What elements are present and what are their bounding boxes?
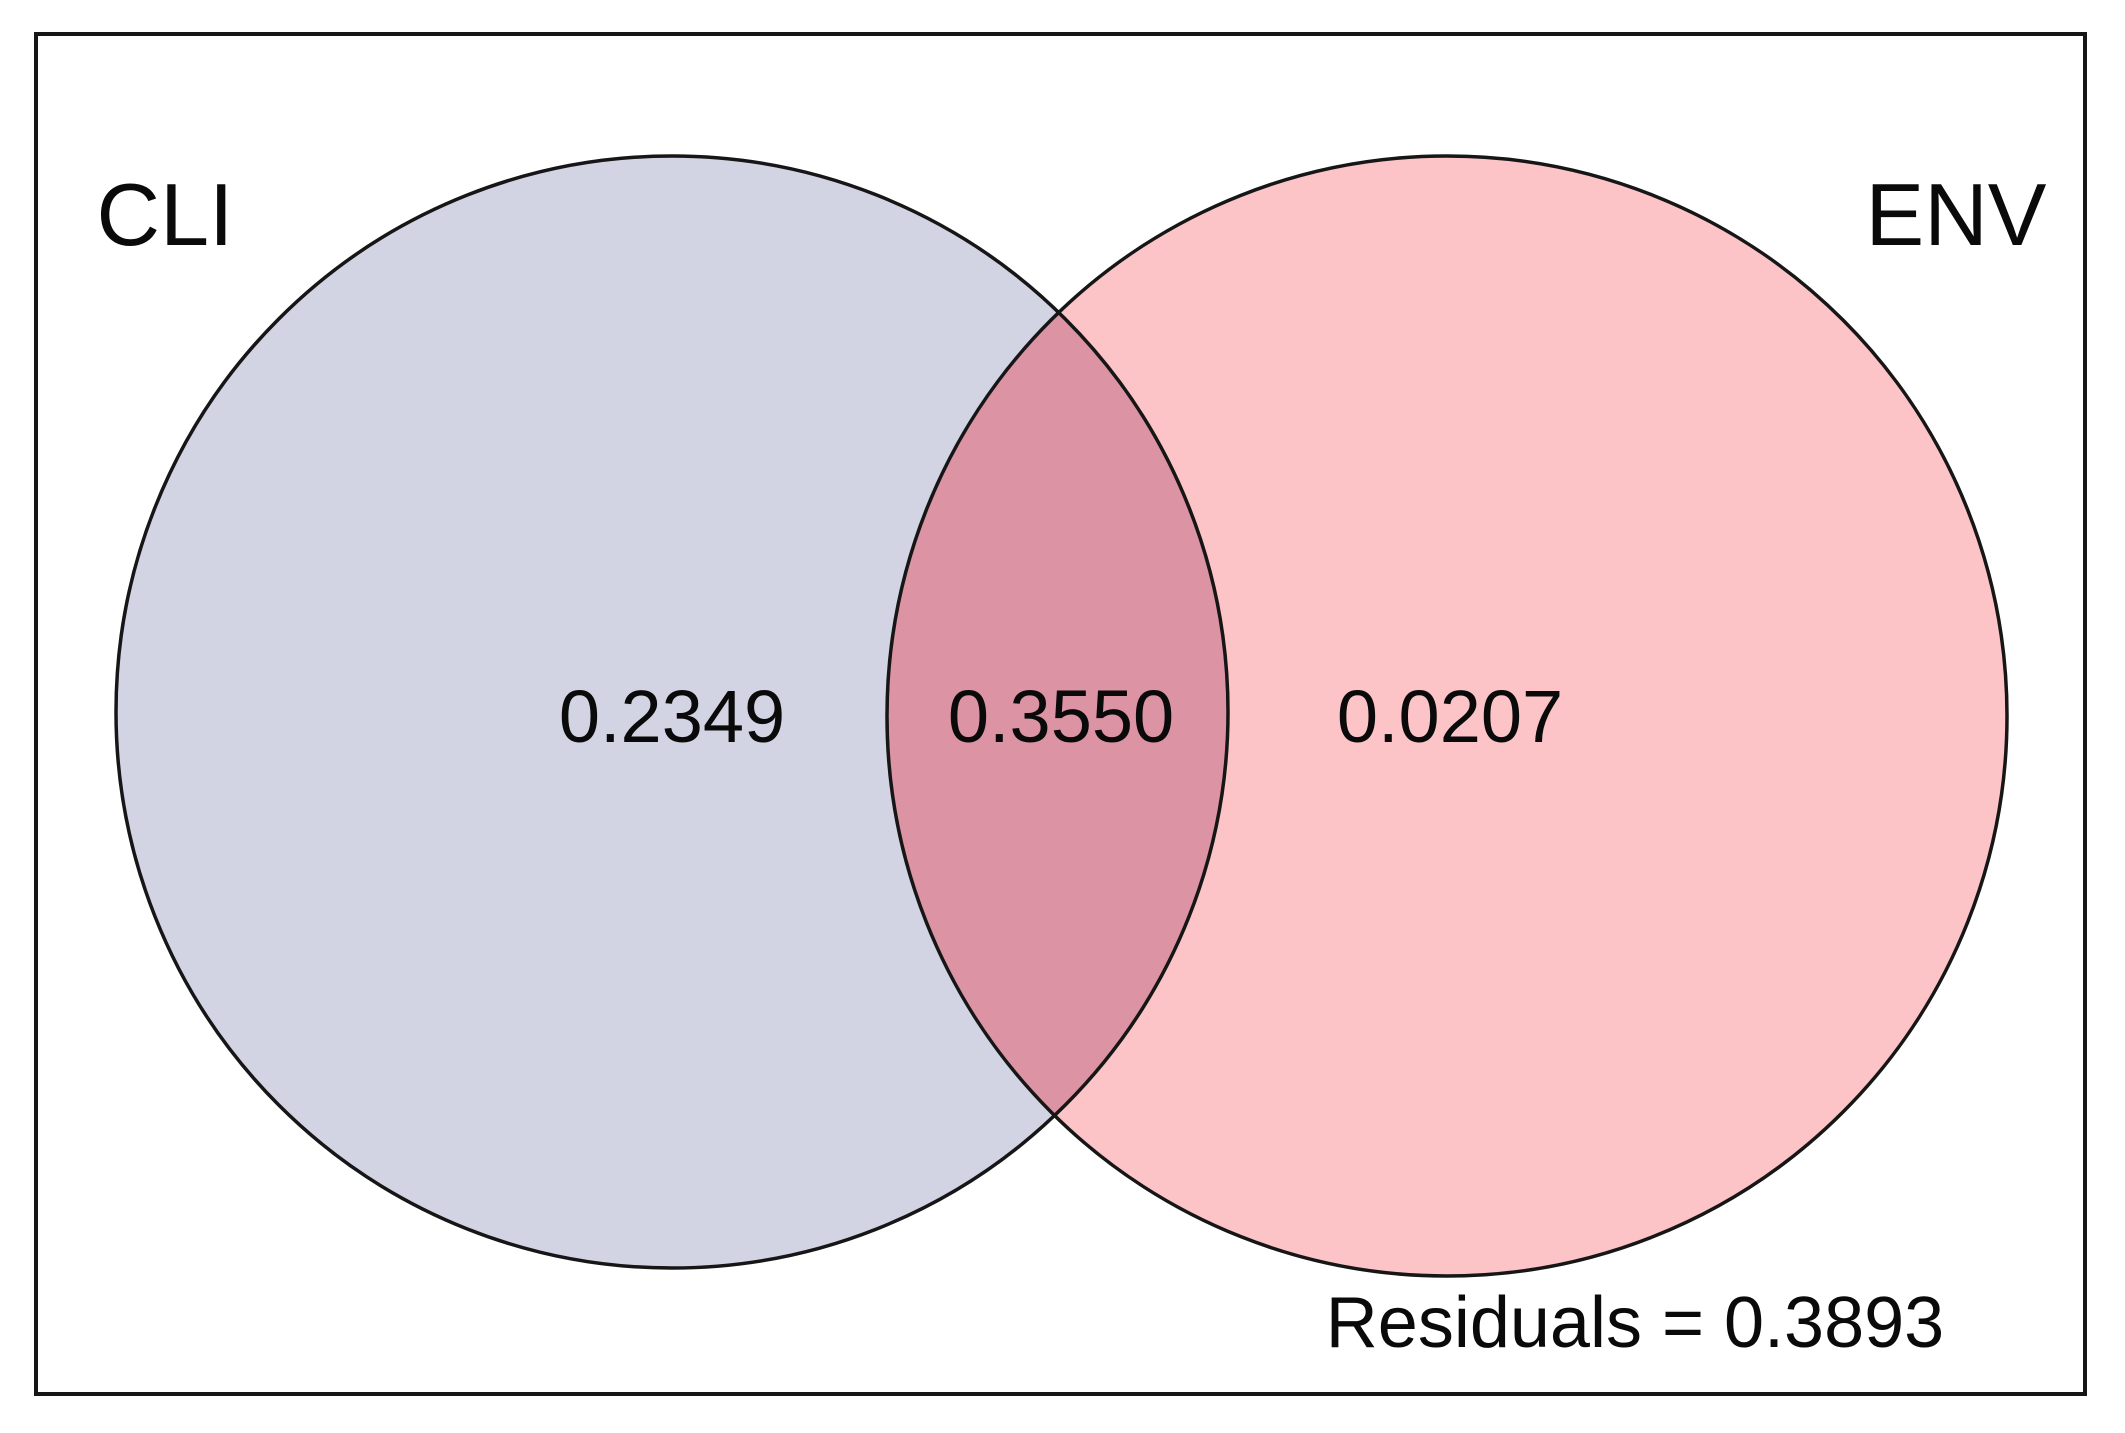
intersection-value: 0.3550 (948, 675, 1174, 758)
residuals-annotation: Residuals = 0.3893 (1326, 1283, 1944, 1363)
cli-set-label: CLI (97, 165, 234, 264)
cli-circle (116, 156, 1228, 1268)
env-circle-outline (885, 154, 2009, 1278)
env-only-value: 0.0207 (1337, 675, 1563, 758)
env-set-label: ENV (1866, 165, 2047, 264)
cli-only-value: 0.2349 (559, 675, 785, 758)
env-circle (887, 156, 2007, 1276)
cli-circle-outline (114, 154, 1230, 1270)
